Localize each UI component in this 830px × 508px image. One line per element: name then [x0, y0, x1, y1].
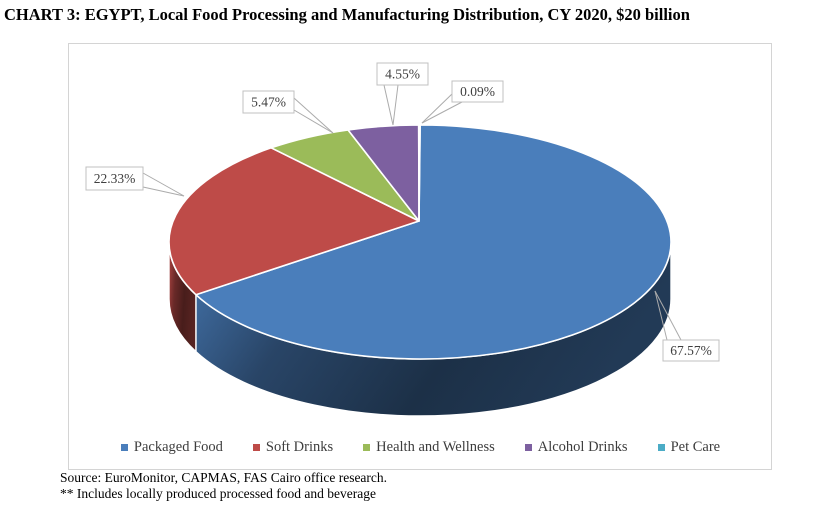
legend-label: Pet Care [670, 439, 721, 455]
chart-title: CHART 3: EGYPT, Local Food Processing an… [4, 5, 690, 24]
pie-slice-soft-drinks [168, 147, 420, 296]
legend-swatch-health-and-wellness [363, 444, 371, 451]
legend-item-health-and-wellness: Health and Wellness [363, 439, 495, 456]
legend-label: Health and Wellness [376, 439, 495, 455]
data-label-soft-drinks: 22.33% [85, 166, 185, 197]
legend-swatch-packaged-food [120, 444, 128, 451]
data-label-text: 4.55% [385, 67, 420, 82]
legend-label: Soft Drinks [265, 439, 334, 455]
footnote-line: ** Includes locally produced processed f… [60, 486, 377, 501]
data-label-health-and-wellness: 5.47% [242, 90, 334, 134]
pie-slice-pet-care [417, 124, 421, 222]
legend-swatch-soft-drinks [252, 444, 260, 451]
data-label-alcohol-drinks: 4.55% [376, 62, 429, 126]
pie-slice-packaged-food [195, 124, 672, 360]
legend: Packaged Food Soft Drinks Health and Welln… [68, 439, 773, 456]
data-label-text: 67.57% [670, 343, 712, 358]
data-label-text: 0.09% [460, 84, 495, 99]
legend-swatch-alcohol-drinks [524, 444, 532, 451]
data-label-packaged-food: 67.57% [654, 290, 720, 362]
legend-swatch-pet-care [657, 444, 665, 451]
data-label-text: 22.33% [94, 171, 136, 186]
legend-item-pet-care: Pet Care [657, 439, 721, 456]
legend-label: Packaged Food [133, 439, 223, 455]
legend-item-packaged-food: Packaged Food [120, 439, 223, 456]
legend-item-alcohol-drinks: Alcohol Drinks [524, 439, 628, 456]
source-line: Source: EuroMonitor, CAPMAS, FAS Cairo o… [60, 470, 388, 485]
source-note: Source: EuroMonitor, CAPMAS, FAS Cairo o… [60, 470, 387, 502]
legend-item-soft-drinks: Soft Drinks [252, 439, 334, 456]
data-label-pet-care: 0.09% [421, 80, 504, 124]
data-label-text: 5.47% [251, 95, 286, 110]
legend-label: Alcohol Drinks [537, 439, 628, 455]
